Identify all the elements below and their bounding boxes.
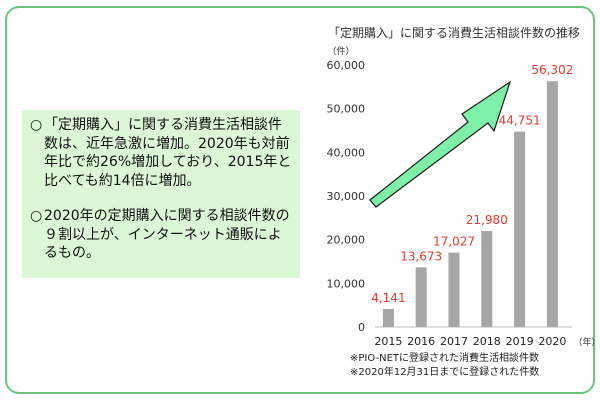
y-tick-label: 40,000	[327, 146, 366, 159]
data-label: 21,980	[466, 213, 508, 227]
bullet-text: 「定期購入」に関する消費生活相談件数は、近年急激に増加。2020年も対前年比で約…	[44, 117, 292, 189]
x-tick-label: 2019	[506, 335, 534, 348]
bar	[382, 308, 394, 327]
x-tick-label: 2020	[538, 335, 566, 348]
bar	[481, 231, 493, 327]
y-tick-label: 10,000	[327, 277, 366, 290]
bullet-text: 2020年の定期購入に関する相談件数の９割以上が、インターネット通販によるもの。	[44, 208, 290, 261]
bar	[514, 131, 526, 327]
x-tick-label: 2015	[374, 335, 402, 348]
x-tick-label: 2016	[407, 335, 435, 348]
data-label: 44,751	[499, 114, 541, 128]
data-label: 13,673	[400, 249, 442, 263]
bullet-mark: ○	[30, 117, 43, 133]
data-label: 17,027	[433, 235, 475, 249]
note-line: ※PIO-NETに登録された消費生活相談件数	[350, 353, 540, 364]
bullet-mark: ○	[30, 208, 43, 224]
summary-bullet-2: ○ 2020年の定期購入に関する相談件数の９割以上が、インターネット通販によるも…	[30, 207, 294, 263]
chart-notes: ※PIO-NETに登録された消費生活相談件数 ※2020年12月31日までに登録…	[350, 352, 539, 380]
chart-title: 「定期購入」に関する消費生活相談件数の推移	[327, 26, 580, 40]
y-axis-unit-label: （件）	[327, 45, 354, 57]
data-label: 56,302	[531, 63, 573, 77]
y-tick-label: 50,000	[327, 103, 366, 116]
bar	[415, 267, 427, 327]
note-line: ※2020年12月31日までに登録された件数	[350, 367, 540, 378]
y-tick-label: 60,000	[327, 59, 366, 72]
bar	[448, 252, 460, 327]
summary-box: ○ 「定期購入」に関する消費生活相談件数は、近年急激に増加。2020年も対前年比…	[22, 110, 300, 278]
trend-arrow	[369, 80, 512, 208]
summary-bullet-1: ○ 「定期購入」に関する消費生活相談件数は、近年急激に増加。2020年も対前年比…	[30, 116, 294, 190]
x-axis-unit-label: （年）	[573, 336, 600, 348]
y-tick-label: 30,000	[327, 190, 366, 203]
data-label: 4,141	[371, 291, 405, 305]
bar	[546, 81, 558, 327]
y-tick-label: 20,000	[327, 234, 366, 247]
y-tick-label: 0	[358, 321, 365, 334]
x-tick-label: 2017	[440, 335, 468, 348]
x-tick-label: 2018	[473, 335, 501, 348]
